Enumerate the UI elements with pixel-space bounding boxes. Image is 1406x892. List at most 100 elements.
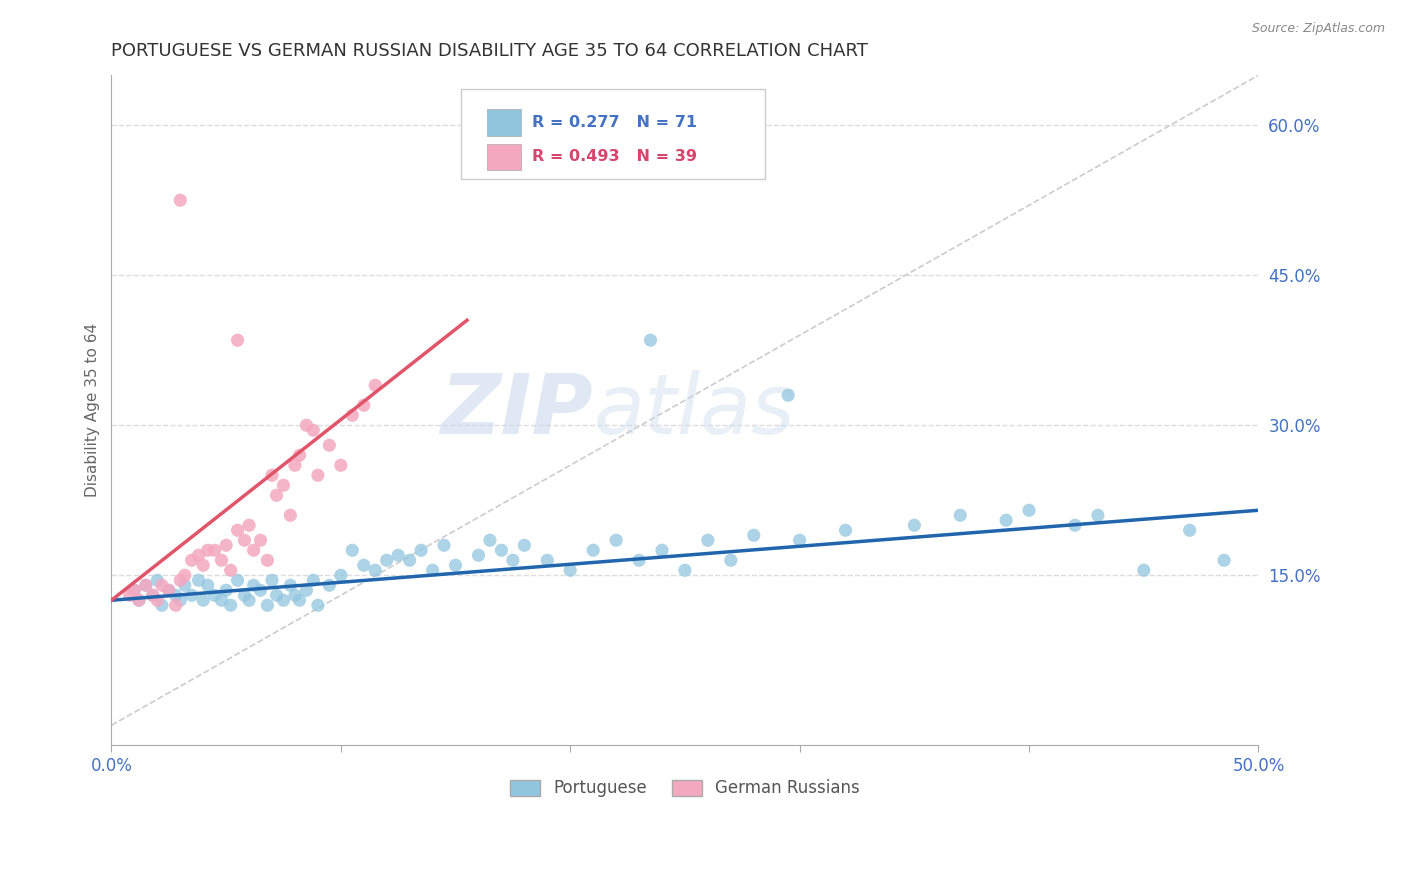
Point [169,593,191,607]
Point [180,553,202,567]
Point [582,543,605,558]
Point [204,543,226,558]
Point [260,468,283,483]
Point [284,458,307,473]
Point [226,574,249,588]
Point [118,588,141,602]
Point [778,388,800,402]
Point [193,558,215,573]
Point [628,553,651,567]
Point [295,418,318,433]
Point [233,588,256,602]
Point [249,533,271,548]
Point [273,478,295,492]
Text: R = 0.277   N = 71: R = 0.277 N = 71 [533,115,697,129]
Text: atlas: atlas [593,370,794,450]
Point [302,574,325,588]
Point [329,568,352,582]
Point [284,588,307,602]
Point [128,593,150,607]
Point [280,578,302,592]
Point [260,574,283,588]
Point [513,538,536,552]
Point [1064,518,1087,533]
Point [353,398,375,412]
FancyBboxPatch shape [486,109,520,136]
Point [605,533,627,548]
Point [226,333,249,347]
Text: Source: ZipAtlas.com: Source: ZipAtlas.com [1251,22,1385,36]
Point [197,543,219,558]
Point [197,578,219,592]
Point [173,568,195,582]
FancyBboxPatch shape [461,88,765,179]
Point [1018,503,1040,517]
Point [142,588,165,602]
Point [266,588,288,602]
Point [1178,523,1201,537]
Point [673,563,696,577]
Point [215,583,238,598]
Point [180,588,202,602]
Point [353,558,375,573]
Text: ZIP: ZIP [440,370,593,450]
Point [1087,508,1109,523]
Point [128,593,150,607]
Point [150,599,173,613]
Point [173,578,195,592]
Point [150,578,173,592]
Point [307,599,329,613]
Point [219,599,242,613]
Point [903,518,925,533]
Point [226,523,249,537]
Point [135,578,157,592]
Point [467,548,489,562]
Point [219,563,242,577]
Point [288,448,311,462]
Point [742,528,765,542]
Point [342,409,364,423]
Point [124,583,146,598]
Point [560,563,582,577]
Point [387,548,409,562]
Point [329,458,352,473]
Point [1132,563,1154,577]
Point [211,553,233,567]
Point [302,423,325,437]
Point [364,563,387,577]
Point [256,553,278,567]
Point [491,543,513,558]
Point [318,578,340,592]
Point [295,583,318,598]
Point [318,438,340,452]
Point [142,588,165,602]
Point [640,333,662,347]
Point [502,553,524,567]
Point [834,523,856,537]
Point [169,193,191,207]
Point [146,593,169,607]
Point [124,583,146,598]
Point [696,533,718,548]
Point [249,583,271,598]
Point [157,583,180,598]
Point [273,593,295,607]
Point [433,538,456,552]
Point [256,599,278,613]
Point [789,533,811,548]
Point [949,508,972,523]
Legend: Portuguese, German Russians: Portuguese, German Russians [503,772,866,804]
Point [478,533,501,548]
Point [165,599,187,613]
Point [720,553,742,567]
Point [146,574,169,588]
Point [364,378,387,392]
Point [204,588,226,602]
Point [342,543,364,558]
Point [280,508,302,523]
Point [242,578,264,592]
Point [444,558,467,573]
Point [238,518,260,533]
Point [375,553,398,567]
Text: PORTUGUESE VS GERMAN RUSSIAN DISABILITY AGE 35 TO 64 CORRELATION CHART: PORTUGUESE VS GERMAN RUSSIAN DISABILITY … [111,42,869,60]
